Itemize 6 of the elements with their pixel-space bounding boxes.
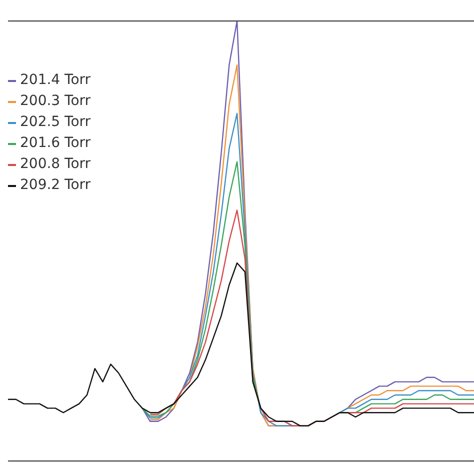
legend-label: 209.2 Torr — [20, 176, 91, 195]
legend-label: 200.8 Torr — [20, 155, 91, 174]
legend-label: 202.5 Torr — [20, 113, 91, 132]
legend-label: 201.6 Torr — [20, 134, 91, 153]
legend-label: 201.4 Torr — [20, 71, 91, 90]
legend-label: 200.3 Torr — [20, 92, 91, 111]
